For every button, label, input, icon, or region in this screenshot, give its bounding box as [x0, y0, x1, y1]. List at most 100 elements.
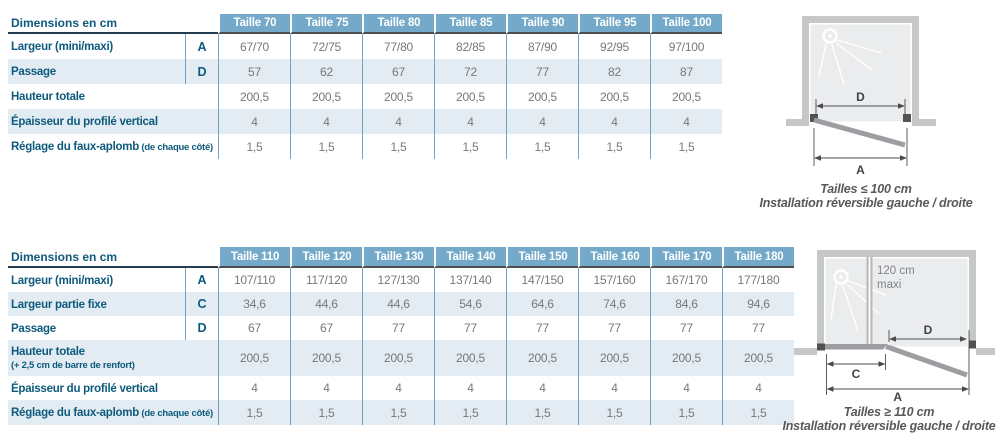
fixed-panel: [817, 342, 890, 351]
dimension-d: D: [815, 90, 906, 115]
cell-value: 200,5: [218, 340, 290, 376]
cell-value: 4: [650, 376, 722, 400]
shower-head-icon: [830, 269, 887, 332]
cell-value: 77: [434, 316, 506, 340]
wall: [786, 16, 936, 126]
cell-value: 200,5: [650, 84, 722, 109]
cell-value: 4: [218, 109, 290, 134]
wall: [794, 250, 995, 355]
cell-value: 1,5: [650, 400, 722, 425]
diagram-small-sizes: D A Tailles ≤ 100 cm Installation révers…: [755, 6, 977, 210]
cell-value: 4: [290, 376, 362, 400]
cell-value: 57: [218, 59, 290, 84]
cell-value: 77: [578, 316, 650, 340]
dimension-d: D: [888, 323, 970, 395]
cell-value: 200,5: [290, 84, 362, 109]
cell-value: 200,5: [578, 84, 650, 109]
door-profiles: [969, 340, 976, 349]
row-label: Hauteur totale: [11, 91, 85, 103]
cell-value: 1,5: [362, 400, 434, 425]
cell-value: 4: [434, 376, 506, 400]
column-header: Taille 150: [506, 247, 578, 268]
cell-value: 94,6: [722, 292, 794, 316]
size-table-small: Dimensions en cm Taille 70 Taille 75 Taille…: [8, 14, 722, 159]
row-label: Largeur partie fixe: [8, 292, 185, 316]
column-header: Taille 120: [290, 247, 362, 268]
shower-plan-large: 120 cm maxi D C: [794, 250, 995, 401]
cell-value: 200,5: [578, 340, 650, 376]
cell-value: 67: [362, 59, 434, 84]
cell-value: 1,5: [578, 400, 650, 425]
cell-value: 167/170: [650, 268, 722, 292]
column-header: Taille 100: [650, 14, 722, 34]
table-corner-label: Dimensions en cm: [8, 14, 218, 34]
cell-value: 177/180: [722, 268, 794, 292]
cell-value: 1,5: [506, 134, 578, 159]
row-label: Épaisseur du profilé vertical: [11, 382, 158, 395]
cell-value: 127/130: [362, 268, 434, 292]
column-header: Taille 130: [362, 247, 434, 268]
cell-value: 157/160: [578, 268, 650, 292]
cell-value: 1,5: [362, 134, 434, 159]
reinforcement-bar: [866, 257, 873, 347]
caption-size-range: Tailles ≥ 110 cm: [843, 405, 935, 419]
cell-value: 4: [434, 109, 506, 134]
cell-value: 200,5: [506, 340, 578, 376]
row-label: Largeur (mini/maxi): [11, 274, 113, 287]
cell-value: 1,5: [434, 400, 506, 425]
cell-value: 82: [578, 59, 650, 84]
cell-value: 72/75: [290, 34, 362, 59]
cell-value: 1,5: [650, 134, 722, 159]
shower-head-icon: [818, 28, 882, 85]
cell-value: 77: [362, 316, 434, 340]
cell-value: 200,5: [218, 84, 290, 109]
dimension-label-d: D: [856, 90, 865, 104]
cell-value: 74,6: [578, 292, 650, 316]
cell-value: 200,5: [362, 340, 434, 376]
cell-value: 84,6: [650, 292, 722, 316]
column-header: Taille 170: [650, 247, 722, 268]
pivot-door: [813, 117, 906, 148]
dimension-c: C: [826, 354, 886, 395]
column-header: Taille 70: [218, 14, 290, 34]
cell-value: 1,5: [434, 134, 506, 159]
cell-value: 67: [290, 316, 362, 340]
dimension-a: A: [813, 128, 908, 177]
door-profiles: [810, 114, 911, 122]
cell-value: 117/120: [290, 268, 362, 292]
diagram-large-sizes: 120 cm maxi D C: [774, 243, 1001, 433]
cell-value: 200,5: [362, 84, 434, 109]
cell-value: 77: [650, 316, 722, 340]
cell-value: 4: [290, 109, 362, 134]
cell-value: 200,5: [434, 84, 506, 109]
bar-note-line2: maxi: [877, 279, 901, 291]
bar-length-note: 120 cm maxi: [877, 265, 915, 291]
cell-value: 67: [218, 316, 290, 340]
cell-value: 137/140: [434, 268, 506, 292]
cell-value: 4: [362, 109, 434, 134]
cell-value: 77/80: [362, 34, 434, 59]
cell-value: 77: [506, 59, 578, 84]
cell-value: 200,5: [506, 84, 578, 109]
size-table-large: Dimensions en cm Taille 110 Taille 120 Tail…: [8, 247, 794, 425]
cell-value: 1,5: [218, 134, 290, 159]
table-corner-label: Dimensions en cm: [8, 247, 218, 268]
row-label: Réglage du faux-aplomb (de chaque côté): [11, 141, 213, 153]
cell-value: 82/85: [434, 34, 506, 59]
cell-value: 200,5: [722, 340, 794, 376]
cell-value: 44,6: [290, 292, 362, 316]
cell-value: 4: [578, 376, 650, 400]
dimension-letter: A: [185, 268, 218, 292]
dimension-letter: A: [185, 34, 218, 59]
cell-value: 1,5: [290, 400, 362, 425]
column-header: Taille 160: [578, 247, 650, 268]
cell-value: 92/95: [578, 34, 650, 59]
column-header: Taille 110: [218, 247, 290, 268]
shower-plan-small: D A: [786, 16, 936, 177]
dimension-letter: C: [185, 292, 218, 316]
column-header: Taille 180: [722, 247, 794, 268]
cell-value: 97/100: [650, 34, 722, 59]
cell-value: 1,5: [290, 134, 362, 159]
column-header: Taille 90: [506, 14, 578, 34]
